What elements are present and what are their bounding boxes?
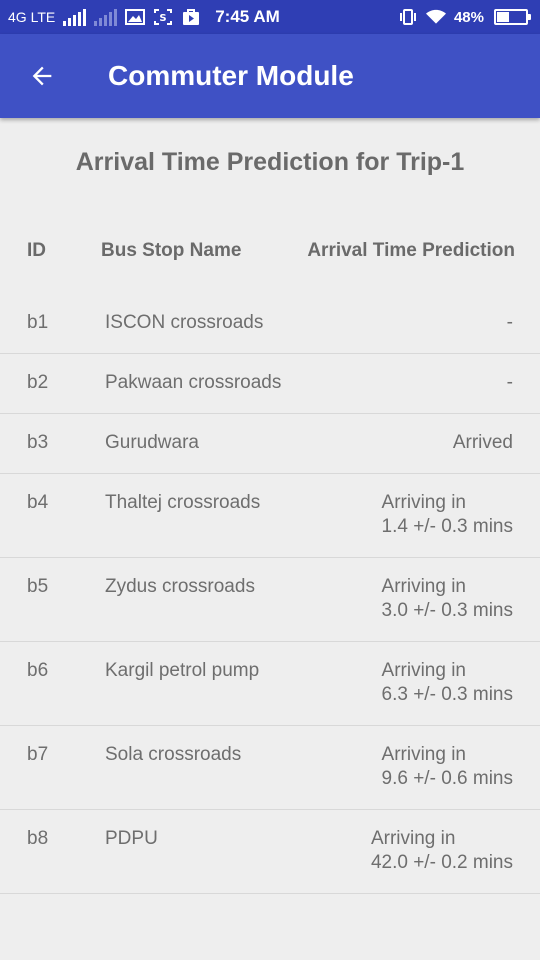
stops-table: b1 ISCON crossroads - b2 Pakwaan crossro…: [0, 294, 540, 894]
arrival-status: Arriving in: [381, 660, 466, 681]
arrival-eta: 6.3 +/- 0.3 mins: [381, 684, 513, 705]
arrival-prediction: -: [506, 312, 513, 333]
app-bar: Commuter Module: [0, 34, 540, 118]
arrival-prediction: Arriving in 42.0 +/- 0.2 mins: [371, 827, 513, 875]
arrival-prediction: -: [506, 372, 513, 393]
arrival-eta: 1.4 +/- 0.3 mins: [381, 516, 513, 537]
stop-name: Pakwaan crossroads: [105, 372, 282, 393]
svg-text:S: S: [160, 13, 167, 24]
image-icon: [125, 8, 146, 26]
stop-id: b7: [27, 744, 49, 765]
column-header-name: Bus Stop Name: [101, 240, 242, 261]
stop-id: b1: [27, 312, 49, 333]
network-type: 4G LTE: [8, 9, 56, 25]
stop-id: b8: [27, 828, 49, 849]
stop-id: b4: [27, 492, 49, 513]
table-row: b7 Sola crossroads Arriving in 9.6 +/- 0.…: [0, 726, 540, 810]
stop-name: Zydus crossroads: [105, 576, 255, 597]
arrival-status: Arriving in: [381, 744, 466, 765]
arrival-prediction: Arrived: [452, 432, 513, 453]
arrival-eta: 42.0 +/- 0.2 mins: [370, 852, 513, 873]
arrival-prediction: Arriving in 9.6 +/- 0.6 mins: [382, 743, 513, 791]
signal-icon: [63, 8, 87, 26]
stop-id: b5: [27, 576, 49, 597]
arrow-back-icon[interactable]: [26, 60, 58, 92]
stop-id: b6: [27, 660, 49, 681]
screenshot-icon: S: [153, 8, 173, 26]
wifi-icon: [425, 8, 446, 26]
stop-name: Kargil petrol pump: [105, 660, 260, 681]
table-row: b8 PDPU Arriving in 42.0 +/- 0.2 mins: [0, 810, 540, 894]
arrival-prediction: Arriving in 6.3 +/- 0.3 mins: [382, 659, 513, 707]
stop-name: PDPU: [105, 828, 158, 849]
table-header: ID Bus Stop Name Arrival Time Prediction: [0, 240, 540, 266]
status-bar: 4G LTE S 7:45 AM 48%: [0, 0, 540, 34]
table-row: b2 Pakwaan crossroads -: [0, 354, 540, 414]
table-row: b1 ISCON crossroads -: [0, 294, 540, 354]
stop-name: Thaltej crossroads: [105, 492, 261, 513]
battery-icon: [494, 9, 531, 25]
arrival-eta: 3.0 +/- 0.3 mins: [381, 600, 513, 621]
vibrate-icon: [398, 8, 418, 26]
column-header-id: ID: [27, 240, 46, 261]
arrival-eta: 9.6 +/- 0.6 mins: [381, 768, 513, 789]
arrival-status: Arriving in: [370, 828, 456, 849]
battery-level: [497, 12, 510, 22]
stop-id: b2: [27, 372, 49, 393]
stop-name: Gurudwara: [105, 432, 199, 453]
stop-name: Sola crossroads: [105, 744, 242, 765]
table-row: b4 Thaltej crossroads Arriving in 1.4 +/-…: [0, 474, 540, 558]
stop-id: b3: [27, 432, 49, 453]
page-title: Arrival Time Prediction for Trip-1: [75, 148, 465, 176]
table-row: b5 Zydus crossroads Arriving in 3.0 +/- 0…: [0, 558, 540, 642]
app-title: Commuter Module: [108, 60, 354, 91]
arrival-prediction: Arriving in 1.4 +/- 0.3 mins: [382, 491, 513, 539]
signal-weak-icon: [94, 8, 118, 26]
arrival-prediction: Arriving in 3.0 +/- 0.3 mins: [382, 575, 513, 623]
clock: 7:45 AM: [215, 7, 280, 26]
play-store-icon: [181, 8, 201, 26]
table-row: b6 Kargil petrol pump Arriving in 6.3 +/-…: [0, 642, 540, 726]
table-row: b3 Gurudwara Arrived: [0, 414, 540, 474]
battery-percent: 48%: [453, 8, 484, 26]
stop-name: ISCON crossroads: [105, 312, 264, 333]
arrival-status: Arriving in: [381, 492, 466, 513]
column-header-arrival: Arrival Time Prediction: [307, 240, 515, 261]
arrival-status: Arriving in: [381, 576, 466, 597]
